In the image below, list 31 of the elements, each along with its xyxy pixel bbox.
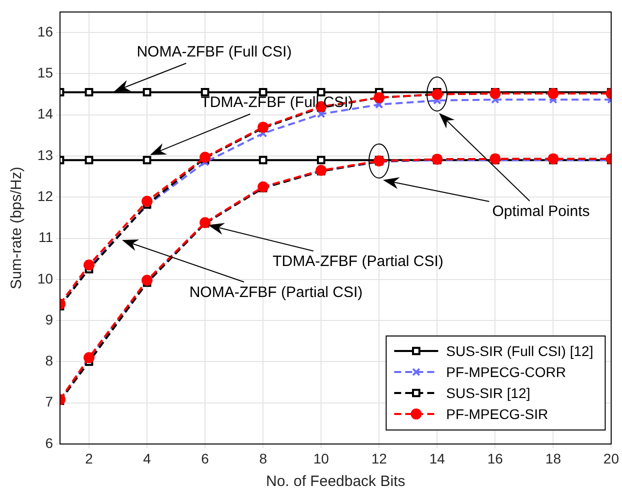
x-tick-label: 14: [429, 450, 446, 466]
x-tick-label: 10: [313, 450, 330, 466]
annotation: NOMA-ZFBF (Full CSI): [136, 43, 292, 60]
legend-label: PF-MPECG-SIR: [446, 406, 548, 422]
x-tick-label: 12: [371, 450, 388, 466]
y-tick-label: 10: [37, 270, 54, 286]
y-tick-label: 16: [37, 23, 54, 40]
y-tick-label: 8: [45, 352, 54, 369]
x-tick-label: 18: [545, 450, 562, 466]
annotation: Optimal Points: [492, 203, 590, 220]
x-axis-title: No. of Feedback Bits: [266, 473, 406, 490]
x-tick-label: 20: [603, 450, 620, 466]
y-tick-label: 13: [37, 146, 54, 163]
y-axis-title: Sum-rate (bps/Hz): [8, 166, 26, 290]
y-tick-label: 11: [38, 229, 54, 246]
x-tick-label: 4: [143, 450, 152, 466]
x-tick-label: 8: [259, 450, 268, 466]
annotation: TDMA-ZFBF (Partial CSI): [272, 253, 444, 270]
y-tick-label: 9: [45, 311, 54, 328]
y-tick-label: 14: [37, 106, 54, 122]
y-tick-label: 7: [45, 394, 54, 410]
x-tick-label: 16: [487, 450, 504, 466]
y-tick-label: 12: [37, 188, 54, 204]
x-tick-label: 6: [201, 450, 210, 466]
legend-label: PF-MPECG-CORR: [446, 364, 566, 380]
y-tick-label: 6: [45, 434, 54, 451]
legend-label: SUS-SIR (Full CSI) [12]: [446, 342, 594, 359]
x-tick-label: 2: [85, 450, 94, 466]
legend-label: SUS-SIR [12]: [446, 384, 530, 401]
annotation: NOMA-ZFBF (Partial CSI): [189, 284, 363, 302]
y-tick-label: 15: [37, 64, 54, 81]
